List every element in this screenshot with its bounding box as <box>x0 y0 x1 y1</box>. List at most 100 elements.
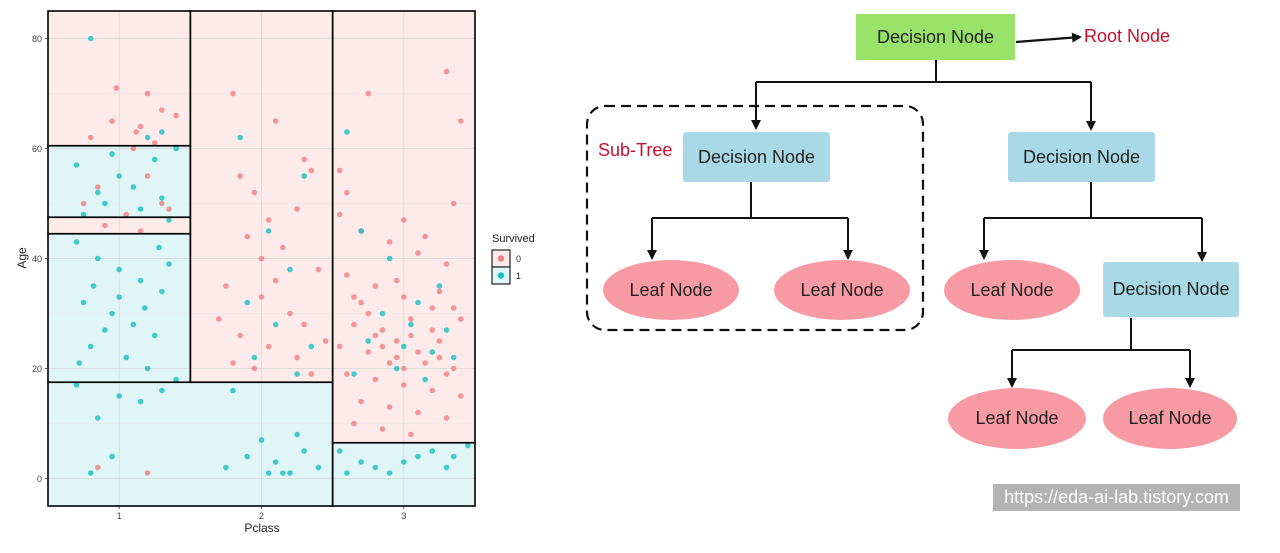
point-s0-96 <box>436 354 443 361</box>
point-s1-54 <box>272 459 279 465</box>
point-s1-59 <box>223 464 229 471</box>
point-s1-50 <box>294 371 300 377</box>
point-s1-85 <box>401 459 407 465</box>
leaf-node-1: Leaf Node <box>603 260 739 320</box>
point-s1-63 <box>358 228 364 234</box>
point-s0-10 <box>133 129 140 135</box>
point-s0-4 <box>159 107 165 113</box>
point-s0-80 <box>336 167 343 174</box>
point-s0-15 <box>102 222 108 229</box>
point-s1-65 <box>415 299 421 306</box>
point-s1-67 <box>365 338 372 344</box>
point-s1-36 <box>95 415 101 421</box>
point-s0-59 <box>336 343 343 350</box>
point-s0-28 <box>244 233 251 240</box>
point-s0-84 <box>450 200 457 207</box>
leaf-node-5: Leaf Node <box>1103 388 1237 449</box>
leaf-node-4: Leaf Node <box>948 388 1086 449</box>
point-s0-8 <box>87 134 94 141</box>
inner-decision-node: Decision Node <box>1103 262 1239 317</box>
x-axis-title: Pclass <box>244 521 279 535</box>
point-s0-3 <box>130 145 137 152</box>
point-s1-80 <box>415 453 421 460</box>
point-s0-64 <box>344 371 350 377</box>
point-s0-83 <box>457 118 464 124</box>
point-s1-10 <box>80 211 87 218</box>
point-s1-32 <box>90 283 97 289</box>
point-s1-42 <box>237 134 243 141</box>
legend-dot-0 <box>497 255 505 262</box>
point-s1-11 <box>109 151 115 157</box>
point-s1-61 <box>294 431 300 438</box>
point-s0-75 <box>408 431 414 438</box>
point-s0-78 <box>393 277 400 284</box>
point-s1-76 <box>429 349 436 355</box>
point-s1-82 <box>465 442 471 449</box>
point-s0-16 <box>144 173 151 179</box>
point-s0-19 <box>137 228 144 234</box>
point-s1-5 <box>73 162 80 168</box>
point-s0-50 <box>344 272 350 278</box>
point-s0-85 <box>344 189 350 196</box>
point-s0-22 <box>301 156 308 163</box>
point-s0-66 <box>401 382 407 388</box>
root-decision-node: Decision Node <box>856 14 1015 60</box>
point-s1-35 <box>73 382 80 388</box>
point-s0-89 <box>386 360 393 366</box>
point-s1-1 <box>144 134 151 141</box>
legend: Survived 0 1 <box>491 233 535 285</box>
point-s0-71 <box>415 409 421 416</box>
point-s0-33 <box>287 310 293 317</box>
point-s0-42 <box>322 338 329 344</box>
left-decision-node: Decision Node <box>683 132 830 182</box>
point-s1-70 <box>450 354 457 361</box>
point-s0-55 <box>351 321 357 328</box>
point-s1-69 <box>422 376 428 383</box>
point-s0-51 <box>372 283 379 289</box>
point-s1-51 <box>230 387 236 394</box>
point-s1-31 <box>116 294 122 300</box>
point-s1-3 <box>151 156 158 163</box>
titanic-scatter-plot: 0 20 40 60 80 1 2 3 Pclass Age Survived 0 1 <box>15 10 535 535</box>
point-s0-17 <box>166 206 172 212</box>
point-s1-68 <box>393 365 400 372</box>
point-s1-41 <box>159 387 165 394</box>
point-s1-9 <box>159 195 165 201</box>
y-axis-title: Age <box>15 247 29 269</box>
point-s0-37 <box>294 354 300 361</box>
y-tick-label-20: 20 <box>32 364 42 374</box>
point-s1-79 <box>386 470 393 476</box>
leaf-node-2: Leaf Node <box>774 260 910 320</box>
point-s0-23 <box>237 173 243 179</box>
point-s1-44 <box>265 228 272 234</box>
point-s0-49 <box>443 261 450 267</box>
point-s0-93 <box>401 365 407 372</box>
point-s1-66 <box>443 327 450 333</box>
root-label-arrow <box>1015 32 1082 44</box>
x-tick-label-1: 1 <box>117 511 122 521</box>
point-s0-18 <box>95 184 101 190</box>
point-s1-45 <box>287 266 293 273</box>
point-s0-29 <box>280 244 286 251</box>
point-s0-77 <box>436 288 443 295</box>
point-s1-49 <box>251 354 258 361</box>
point-s1-26 <box>144 365 151 372</box>
point-s0-79 <box>422 233 428 240</box>
point-s0-13 <box>123 211 130 218</box>
point-s0-41 <box>272 277 279 284</box>
point-s0-98 <box>450 305 457 311</box>
point-s1-17 <box>116 266 122 273</box>
point-s0-39 <box>308 371 315 377</box>
point-s1-81 <box>443 464 450 471</box>
point-s1-4 <box>173 145 179 152</box>
point-s1-29 <box>102 327 108 333</box>
point-s1-48 <box>308 343 315 350</box>
split-boundaries <box>47 10 476 507</box>
point-s0-68 <box>457 393 464 399</box>
point-s0-87 <box>372 332 379 339</box>
point-s0-72 <box>443 415 450 421</box>
point-s1-22 <box>130 321 137 328</box>
legend-dot-1 <box>497 272 505 279</box>
point-s0-99 <box>393 338 400 344</box>
point-s0-47 <box>386 239 393 245</box>
